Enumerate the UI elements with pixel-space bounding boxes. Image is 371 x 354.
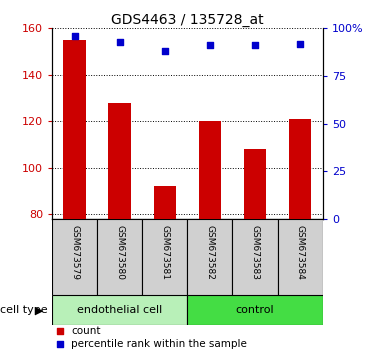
Point <box>72 33 78 39</box>
Text: GSM673583: GSM673583 <box>250 225 260 280</box>
Bar <box>108 103 131 219</box>
FancyBboxPatch shape <box>233 219 278 295</box>
Bar <box>244 149 266 219</box>
Text: percentile rank within the sample: percentile rank within the sample <box>71 339 247 349</box>
FancyBboxPatch shape <box>52 219 97 295</box>
Point <box>252 42 258 48</box>
Text: control: control <box>236 305 275 315</box>
Text: GSM673582: GSM673582 <box>206 225 214 280</box>
Text: endothelial cell: endothelial cell <box>77 305 162 315</box>
Point <box>57 341 63 347</box>
Text: GSM673584: GSM673584 <box>296 225 305 280</box>
Point <box>207 42 213 48</box>
Text: count: count <box>71 326 101 336</box>
Text: cell type: cell type <box>0 305 48 315</box>
Bar <box>63 40 86 219</box>
Point <box>57 329 63 334</box>
FancyBboxPatch shape <box>97 219 142 295</box>
FancyBboxPatch shape <box>52 295 187 325</box>
Bar <box>198 121 221 219</box>
FancyBboxPatch shape <box>187 295 323 325</box>
Bar <box>289 119 312 219</box>
Title: GDS4463 / 135728_at: GDS4463 / 135728_at <box>111 13 264 27</box>
FancyBboxPatch shape <box>278 219 323 295</box>
Point <box>297 41 303 46</box>
Text: GSM673581: GSM673581 <box>160 225 169 280</box>
Text: GSM673580: GSM673580 <box>115 225 124 280</box>
Point <box>162 48 168 54</box>
Point <box>117 39 123 45</box>
Text: GSM673579: GSM673579 <box>70 225 79 280</box>
FancyBboxPatch shape <box>142 219 187 295</box>
Text: ▶: ▶ <box>35 305 43 315</box>
FancyBboxPatch shape <box>187 219 233 295</box>
Bar <box>154 187 176 219</box>
